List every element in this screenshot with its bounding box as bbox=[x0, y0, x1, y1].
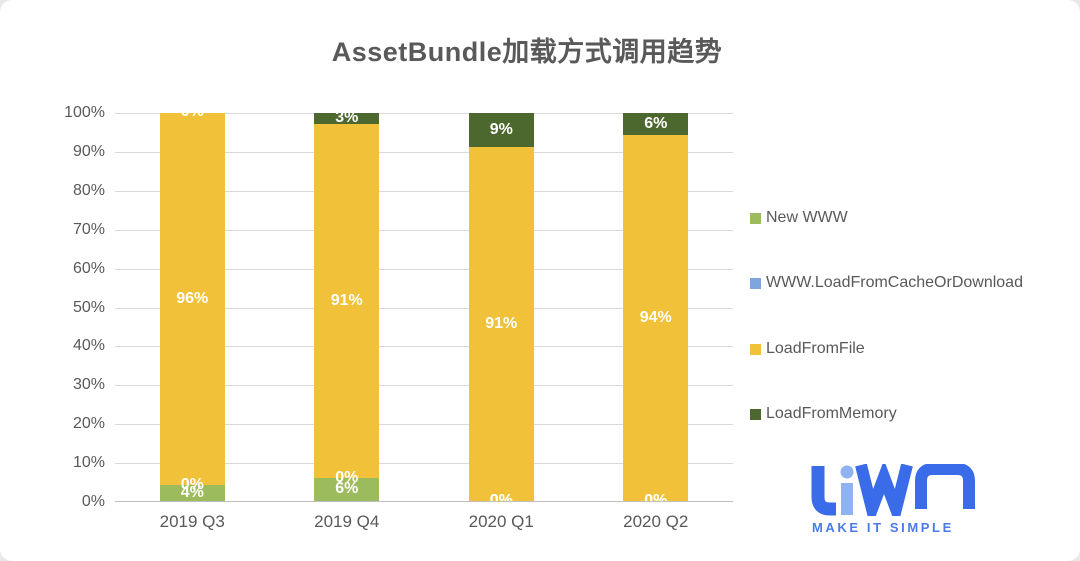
gridline bbox=[115, 385, 733, 386]
legend-item: WWW.LoadFromCacheOrDownload bbox=[750, 273, 1023, 293]
gridline bbox=[115, 230, 733, 231]
x-axis-category-label: 2019 Q4 bbox=[314, 512, 380, 531]
legend-label: LoadFromFile bbox=[766, 340, 865, 357]
legend-item: LoadFromMemory bbox=[750, 404, 897, 424]
gridline bbox=[115, 424, 733, 425]
plot-area: 4%0%96%0%6%0%91%3%0%0%91%9%0%0%94%6% bbox=[115, 113, 733, 502]
y-axis-tick-label: 40% bbox=[72, 337, 105, 355]
logo: MAKE IT SIMPLE bbox=[805, 464, 995, 535]
legend-swatch bbox=[750, 212, 761, 224]
legend-label: WWW.LoadFromCacheOrDownload bbox=[766, 274, 1023, 291]
bar-segment bbox=[159, 485, 225, 501]
logo-letter-l bbox=[811, 466, 836, 516]
legend-label: New WWW bbox=[766, 209, 848, 226]
legend-label: LoadFromMemory bbox=[766, 405, 897, 422]
y-axis-tick-label: 60% bbox=[72, 259, 105, 277]
legend-item: New WWW bbox=[750, 208, 848, 228]
bar-segment bbox=[623, 135, 689, 501]
legend-item: LoadFromFile bbox=[750, 339, 865, 359]
chart-title: AssetBundle加载方式调用趋势 bbox=[331, 37, 723, 67]
legend-swatch bbox=[750, 277, 761, 289]
bar-segment bbox=[468, 147, 534, 501]
logo-letter-a bbox=[915, 464, 975, 509]
gridline bbox=[115, 346, 733, 347]
logo-wordmark bbox=[811, 464, 975, 516]
bar-segment bbox=[314, 123, 380, 478]
gridline bbox=[115, 191, 733, 192]
bar-segment bbox=[468, 113, 534, 148]
logo-letter-w bbox=[855, 464, 913, 516]
y-axis-tick-label: 0% bbox=[81, 493, 105, 510]
legend-swatch bbox=[750, 408, 761, 420]
gridline bbox=[115, 308, 733, 309]
gridline bbox=[115, 463, 733, 464]
logo-letter-i-dot bbox=[840, 465, 854, 479]
legend-swatch bbox=[750, 343, 761, 355]
y-axis-tick-label: 30% bbox=[72, 376, 105, 394]
bar-segment bbox=[623, 113, 689, 136]
y-axis-tick-label: 50% bbox=[72, 298, 105, 316]
bar-segment bbox=[314, 477, 380, 501]
y-axis-tick-label: 100% bbox=[64, 104, 105, 121]
bar-segment bbox=[159, 113, 225, 486]
logo-tagline: MAKE IT SIMPLE bbox=[812, 520, 954, 535]
y-axis-tick-label: 20% bbox=[72, 415, 105, 433]
y-axis: 0% 10% 20% 30% 40% 50% 60% 70% 80% 90% 100% bbox=[0, 104, 105, 510]
y-axis-tick-label: 80% bbox=[72, 181, 105, 199]
y-axis-tick-label: 10% bbox=[72, 454, 105, 472]
x-axis-category-label: 2020 Q1 bbox=[468, 512, 534, 531]
gridline bbox=[115, 269, 733, 270]
gridline bbox=[115, 152, 733, 153]
bar-segment bbox=[314, 113, 380, 124]
x-axis: 2019 Q3 2019 Q4 2020 Q1 2020 Q2 bbox=[115, 512, 733, 536]
y-axis-tick-label: 70% bbox=[72, 220, 105, 238]
y-axis-tick-label: 90% bbox=[72, 142, 105, 160]
x-axis-category-label: 2020 Q2 bbox=[623, 512, 689, 531]
x-axis-category-label: 2019 Q3 bbox=[159, 512, 225, 531]
gridline bbox=[115, 113, 733, 114]
